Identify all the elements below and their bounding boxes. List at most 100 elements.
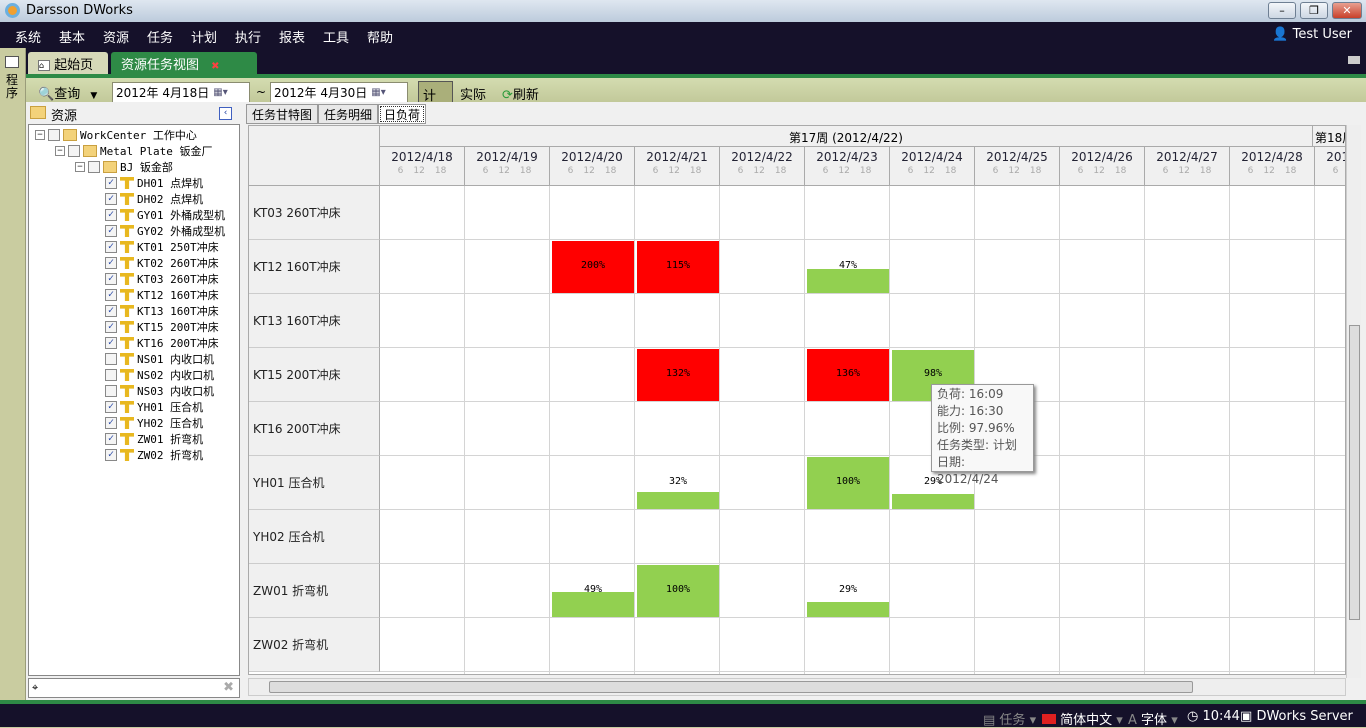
tree-item[interactable]: NS03 内收口机 (105, 383, 214, 399)
font-selector[interactable]: A 字体 ▾ (1128, 713, 1178, 728)
row-label: YH01 压合机 (249, 456, 380, 510)
refresh-button[interactable]: ⟳刷新 (502, 84, 539, 103)
tree-item[interactable]: ✓ YH01 压合机 (105, 399, 203, 415)
expand-icon[interactable]: − (75, 162, 85, 172)
view-tabs: 任务甘特图 任务明细 日负荷 (246, 104, 427, 124)
user-menu[interactable]: 👤 Test User (1272, 27, 1352, 42)
tree-item[interactable]: ✓ KT02 260T冲床 (105, 255, 219, 271)
menu-2[interactable]: 资源 (103, 31, 130, 46)
checkbox[interactable]: ✓ (105, 225, 117, 237)
tab-resource-task-view[interactable]: 资源任务视图 ✖ (111, 52, 257, 74)
tree-search-input[interactable]: ⌖ ✖ (28, 678, 240, 698)
home-icon: ⌂ (38, 60, 50, 71)
checkbox[interactable] (105, 369, 117, 381)
menu-4[interactable]: 计划 (191, 31, 218, 46)
language-selector[interactable]: 简体中文 ▾ (1042, 709, 1123, 728)
expand-icon[interactable]: − (35, 130, 45, 140)
minimize-button[interactable]: – (1268, 2, 1296, 19)
clear-icon[interactable]: ✖ (223, 680, 234, 695)
checkbox[interactable] (105, 385, 117, 397)
tree-item[interactable]: − WorkCenter 工作中心 (35, 127, 197, 143)
load-bar[interactable] (807, 457, 889, 509)
plan-toggle[interactable]: 计划 (418, 81, 453, 123)
tree-item[interactable]: ✓ KT12 160T冲床 (105, 287, 219, 303)
checkbox[interactable]: ✓ (105, 433, 117, 445)
load-bar[interactable] (807, 602, 889, 617)
checkbox[interactable]: ✓ (105, 177, 117, 189)
checkbox[interactable]: ✓ (105, 257, 117, 269)
date-to-field[interactable]: 2012年 4月30日 ▦▾ (270, 82, 408, 103)
tree-item[interactable]: ✓ GY01 外桶成型机 (105, 207, 225, 223)
scroll-thumb[interactable] (269, 681, 1193, 693)
menu-8[interactable]: 帮助 (367, 31, 394, 46)
tasks-status[interactable]: ▤ 任务 ▾ (983, 713, 1037, 728)
checkbox[interactable]: ✓ (105, 305, 117, 317)
close-tab-icon[interactable]: ✖ (211, 61, 220, 72)
date-label: 2012/4/19 (476, 150, 538, 164)
tree-item[interactable]: − BJ 钣金部 (75, 159, 173, 175)
horizontal-scrollbar[interactable] (248, 678, 1346, 696)
calendar-icon[interactable]: ▦▾ (213, 87, 228, 98)
chevron-down-icon[interactable]: ▼ (90, 91, 98, 101)
expand-icon[interactable]: − (55, 146, 65, 156)
load-bar[interactable] (807, 349, 889, 401)
menu-1[interactable]: 基本 (59, 31, 86, 46)
checkbox[interactable]: ✓ (105, 337, 117, 349)
date-from-field[interactable]: 2012年 4月18日 ▦▾ (112, 82, 250, 103)
tree-item[interactable]: ✓ KT15 200T冲床 (105, 319, 219, 335)
tree-item[interactable]: − Metal Plate 钣金厂 (55, 143, 212, 159)
close-button[interactable]: ✕ (1332, 2, 1362, 19)
menu-3[interactable]: 任务 (147, 31, 174, 46)
menu-5[interactable]: 执行 (235, 31, 262, 46)
load-bar[interactable] (637, 241, 719, 293)
load-bar[interactable] (637, 492, 719, 509)
load-bar[interactable] (637, 349, 719, 401)
checkbox[interactable]: ✓ (105, 401, 117, 413)
checkbox[interactable]: ✓ (105, 417, 117, 429)
tree-item[interactable]: ✓ ZW01 折弯机 (105, 431, 203, 447)
load-bar[interactable] (637, 565, 719, 617)
tab-home[interactable]: ⌂ 起始页 (28, 52, 108, 74)
tree-item[interactable]: ✓ KT16 200T冲床 (105, 335, 219, 351)
tree-item[interactable]: NS01 内收口机 (105, 351, 214, 367)
vertical-scrollbar[interactable] (1346, 125, 1361, 678)
checkbox[interactable]: ✓ (105, 209, 117, 221)
checkbox[interactable] (105, 353, 117, 365)
checkbox[interactable] (88, 161, 100, 173)
checkbox[interactable] (68, 145, 80, 157)
collapse-panel-button[interactable]: ‹ (219, 107, 232, 120)
checkbox[interactable]: ✓ (105, 321, 117, 333)
load-bar[interactable] (552, 592, 634, 617)
load-bar[interactable] (892, 494, 974, 509)
panel-icon[interactable] (1348, 56, 1360, 64)
tree-item[interactable]: ✓ KT03 260T冲床 (105, 271, 219, 287)
tree-item[interactable]: ✓ YH02 压合机 (105, 415, 203, 431)
tree-item[interactable]: ✓ ZW02 折弯机 (105, 447, 203, 463)
program-strip[interactable]: 程序 (0, 48, 26, 700)
checkbox[interactable] (48, 129, 60, 141)
menu-0[interactable]: 系统 (15, 31, 42, 46)
view-tab-0[interactable]: 任务甘特图 (246, 104, 319, 124)
tree-item[interactable]: ✓ KT13 160T冲床 (105, 303, 219, 319)
checkbox[interactable]: ✓ (105, 241, 117, 253)
tree-item[interactable]: NS02 内收口机 (105, 367, 214, 383)
view-tab-2[interactable]: 日负荷 (378, 104, 427, 124)
tree-item[interactable]: ✓ DH01 点焊机 (105, 175, 203, 191)
checkbox[interactable]: ✓ (105, 193, 117, 205)
tree-item[interactable]: ✓ KT01 250T冲床 (105, 239, 219, 255)
scroll-thumb[interactable] (1349, 325, 1360, 620)
load-bar[interactable] (807, 269, 889, 293)
checkbox[interactable]: ✓ (105, 449, 117, 461)
tree-item[interactable]: ✓ GY02 外桶成型机 (105, 223, 225, 239)
tree-item[interactable]: ✓ DH02 点焊机 (105, 191, 203, 207)
checkbox[interactable]: ✓ (105, 289, 117, 301)
maximize-button[interactable]: ❐ (1300, 2, 1328, 19)
menu-7[interactable]: 工具 (323, 31, 350, 46)
query-button[interactable]: 🔍查询 ▼ (38, 83, 97, 102)
menu-6[interactable]: 报表 (279, 31, 306, 46)
checkbox[interactable]: ✓ (105, 273, 117, 285)
actual-toggle[interactable]: 实际 (460, 84, 486, 103)
calendar-icon[interactable]: ▦▾ (371, 87, 386, 98)
load-bar[interactable] (552, 241, 634, 293)
view-tab-1[interactable]: 任务明细 (318, 104, 379, 124)
